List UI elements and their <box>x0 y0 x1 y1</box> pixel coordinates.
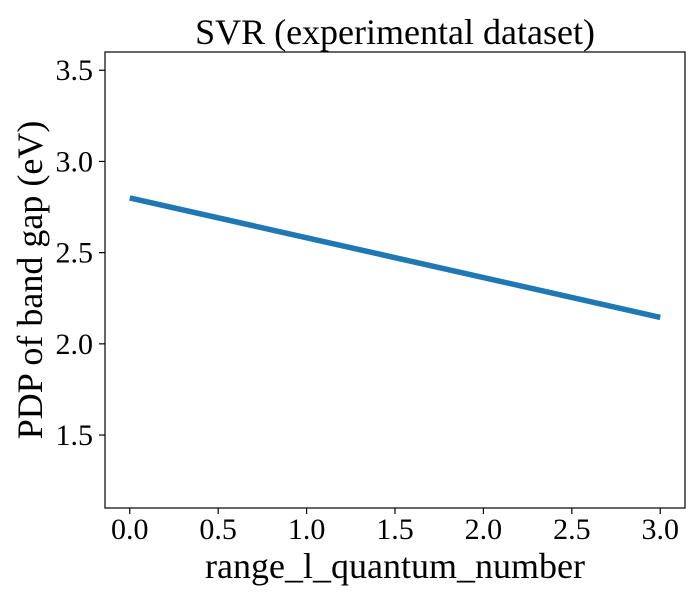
x-tick-label: 0.5 <box>199 513 237 546</box>
y-tick-label: 3.5 <box>56 54 94 87</box>
x-tick-label: 2.5 <box>553 513 591 546</box>
series-line-0 <box>129 195 661 321</box>
y-tick-label: 1.5 <box>56 419 94 452</box>
y-axis-label: PDP of band gap (eV) <box>10 121 50 440</box>
y-tick-label: 2.5 <box>56 237 94 270</box>
x-axis-ticks: 0.0 0.5 1.0 1.5 2.0 2.5 3.0 <box>111 508 679 546</box>
x-tick-label: 0.0 <box>111 513 149 546</box>
x-axis-label: range_l_quantum_number <box>205 546 585 586</box>
x-tick-label: 3.0 <box>641 513 679 546</box>
x-tick-label: 2.0 <box>465 513 503 546</box>
y-tick-label: 3.0 <box>56 145 94 178</box>
x-tick-label: 1.0 <box>288 513 326 546</box>
series-layer <box>129 195 661 321</box>
plot-frame <box>104 51 686 509</box>
y-tick-label: 2.0 <box>56 328 94 361</box>
y-axis-ticks: 1.5 2.0 2.5 3.0 3.5 <box>56 54 105 452</box>
chart-title: SVR (experimental dataset) <box>195 12 595 52</box>
x-tick-label: 1.5 <box>376 513 414 546</box>
